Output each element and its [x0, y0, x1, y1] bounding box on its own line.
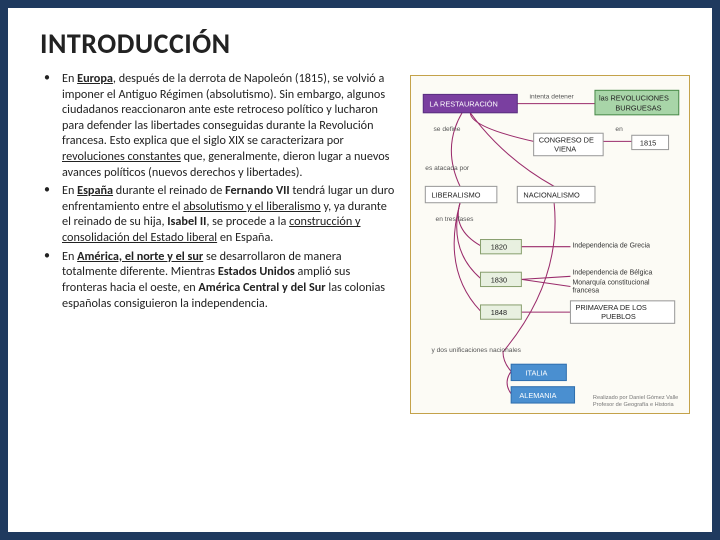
node-label: 1815 [640, 138, 656, 147]
slide-title: INTRODUCCIÓN [40, 26, 690, 61]
diagram-svg: LA RESTAURACIÓN las REVOLUCIONES BURGUES… [411, 76, 689, 413]
node-label: NACIONALISMO [523, 191, 580, 200]
node-label: CONGRESO DE [539, 135, 594, 144]
edge-label: en [615, 126, 623, 133]
node-label: las REVOLUCIONES [599, 94, 669, 103]
content-row: En Europa, después de la derrota de Napo… [40, 71, 690, 414]
node-label: Independencia de Grecia [572, 243, 650, 250]
node-label: PRIMAVERA DE LOS [576, 303, 647, 312]
text-column: En Europa, después de la derrota de Napo… [40, 71, 396, 414]
node-label: 1848 [491, 308, 507, 317]
edge [458, 203, 480, 246]
edge [451, 113, 462, 187]
edge-label: en tres fases [436, 216, 475, 223]
bullet-list: En Europa, después de la derrota de Napo… [40, 71, 396, 311]
concept-diagram: LA RESTAURACIÓN las REVOLUCIONES BURGUES… [410, 75, 690, 414]
node-label: Independencia de Bélgica [572, 269, 652, 276]
node-label: ITALIA [525, 368, 547, 377]
node-label: Monarquía constitucional [572, 279, 650, 286]
edge-label: intenta detener [530, 93, 575, 100]
edge-label: y dos unificaciones nacionales [431, 347, 521, 354]
edge-label: se define [433, 126, 460, 133]
diagram-column: LA RESTAURACIÓN las REVOLUCIONES BURGUES… [410, 71, 690, 414]
node-label: LIBERALISMO [431, 191, 480, 200]
node-label: 1820 [491, 243, 507, 252]
credit-line: Realizado por Daniel Gómez Valle [593, 395, 678, 401]
edge [521, 279, 570, 286]
bullet-item: En España durante el reinado de Fernando… [40, 183, 396, 245]
node-label: VIENA [554, 145, 576, 154]
node-label: ALEMANIA [519, 391, 556, 400]
node-label: LA RESTAURACIÓN [429, 100, 497, 109]
node-label: 1830 [491, 275, 507, 284]
node-label: francesa [572, 288, 599, 295]
credit-line: Profesor de Geografía e Historia [593, 402, 675, 408]
edge [457, 203, 481, 279]
edge-label: es atacada por [425, 165, 470, 172]
node-label: PUEBLOS [601, 312, 636, 321]
bullet-item: En Europa, después de la derrota de Napo… [40, 71, 396, 180]
edge [507, 371, 511, 393]
bullet-item: En América, el norte y el sur se desarro… [40, 249, 396, 311]
edge [470, 113, 533, 142]
slide: INTRODUCCIÓN En Europa, después de la de… [8, 8, 712, 532]
node-label: BURGUESAS [615, 104, 661, 113]
